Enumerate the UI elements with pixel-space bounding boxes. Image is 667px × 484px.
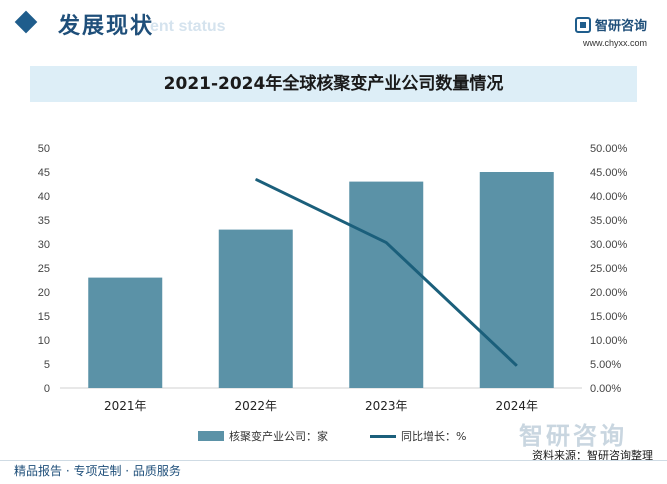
brand-name: 智研咨询 — [594, 19, 647, 34]
y-tick-label: 15 — [38, 311, 50, 323]
x-tick-label: 2022年 — [234, 399, 277, 413]
bar-4 — [479, 172, 554, 388]
watermark-logo: 智研咨询 — [519, 416, 627, 451]
chart-title: 2021-2024年全球核聚变产业公司数量情况 — [163, 74, 504, 94]
y-tick-label: 30 — [38, 239, 50, 251]
footer-text: 精品报告 · 专项定制 · 品质服务 — [14, 464, 181, 478]
source-note: 资料来源：智研咨询整理 — [532, 449, 653, 462]
y-tick-label: 25 — [38, 263, 50, 275]
y2-tick-label: 40.00% — [590, 191, 628, 203]
y2-tick-label: 45.00% — [590, 167, 628, 179]
chart-area: 0 5 10 15 20 25 30 35 40 45 50 0.00% 5.00% 10.00% 15.0… — [38, 143, 628, 413]
y2-tick-label: 0.00% — [590, 383, 621, 395]
chart-title-band: 2021-2024年全球核聚变产业公司数量情况 — [30, 66, 637, 102]
section-subtitle: ent status — [150, 18, 226, 35]
y2-tick-label: 50.00% — [590, 143, 628, 155]
y2-tick-label: 35.00% — [590, 215, 628, 227]
brand: 智研咨询 — [574, 14, 647, 34]
legend-bar-swatch — [198, 431, 224, 441]
y2-tick-label: 30.00% — [590, 239, 628, 251]
y2-tick-label: 25.00% — [590, 263, 628, 275]
footer: 精品报告 · 专项定制 · 品质服务 — [0, 460, 667, 484]
y-tick-label: 35 — [38, 215, 50, 227]
x-tick-label: 2024年 — [495, 399, 538, 413]
legend-line-swatch — [370, 435, 396, 438]
x-tick-label: 2023年 — [365, 399, 408, 413]
x-tick-label: 2021年 — [104, 399, 147, 413]
y-tick-label: 10 — [38, 335, 50, 347]
y2-tick-label: 15.00% — [590, 311, 628, 323]
bar-1 — [88, 277, 163, 388]
growth-point-1 — [255, 178, 257, 180]
legend-line-label: 同比增长：% — [401, 430, 467, 443]
y-tick-label: 45 — [38, 167, 50, 179]
growth-point-3 — [516, 365, 518, 367]
section-title: 发展现状 — [58, 14, 155, 39]
y2-tick-label: 20.00% — [590, 287, 628, 299]
y-tick-label: 5 — [44, 359, 50, 371]
bar-3 — [349, 181, 424, 388]
diamond-icon — [14, 10, 38, 34]
y-tick-label: 20 — [38, 287, 50, 299]
y2-tick-label: 10.00% — [590, 335, 628, 347]
y-tick-label: 0 — [44, 383, 50, 395]
y-tick-label: 40 — [38, 191, 50, 203]
legend-bar-label: 核聚变产业公司：家 — [229, 430, 328, 443]
bar-2 — [218, 229, 293, 388]
y-tick-label: 50 — [38, 143, 50, 155]
brand-logo-icon — [574, 16, 591, 33]
watermark-text: 智研咨询 — [519, 422, 627, 450]
y2-tick-label: 5.00% — [590, 359, 621, 371]
brand-url: www.chyxx.com — [582, 38, 647, 48]
growth-point-2 — [385, 242, 387, 244]
header: 发展现状 ent status 智研咨询 www.chyxx.com — [0, 0, 667, 52]
